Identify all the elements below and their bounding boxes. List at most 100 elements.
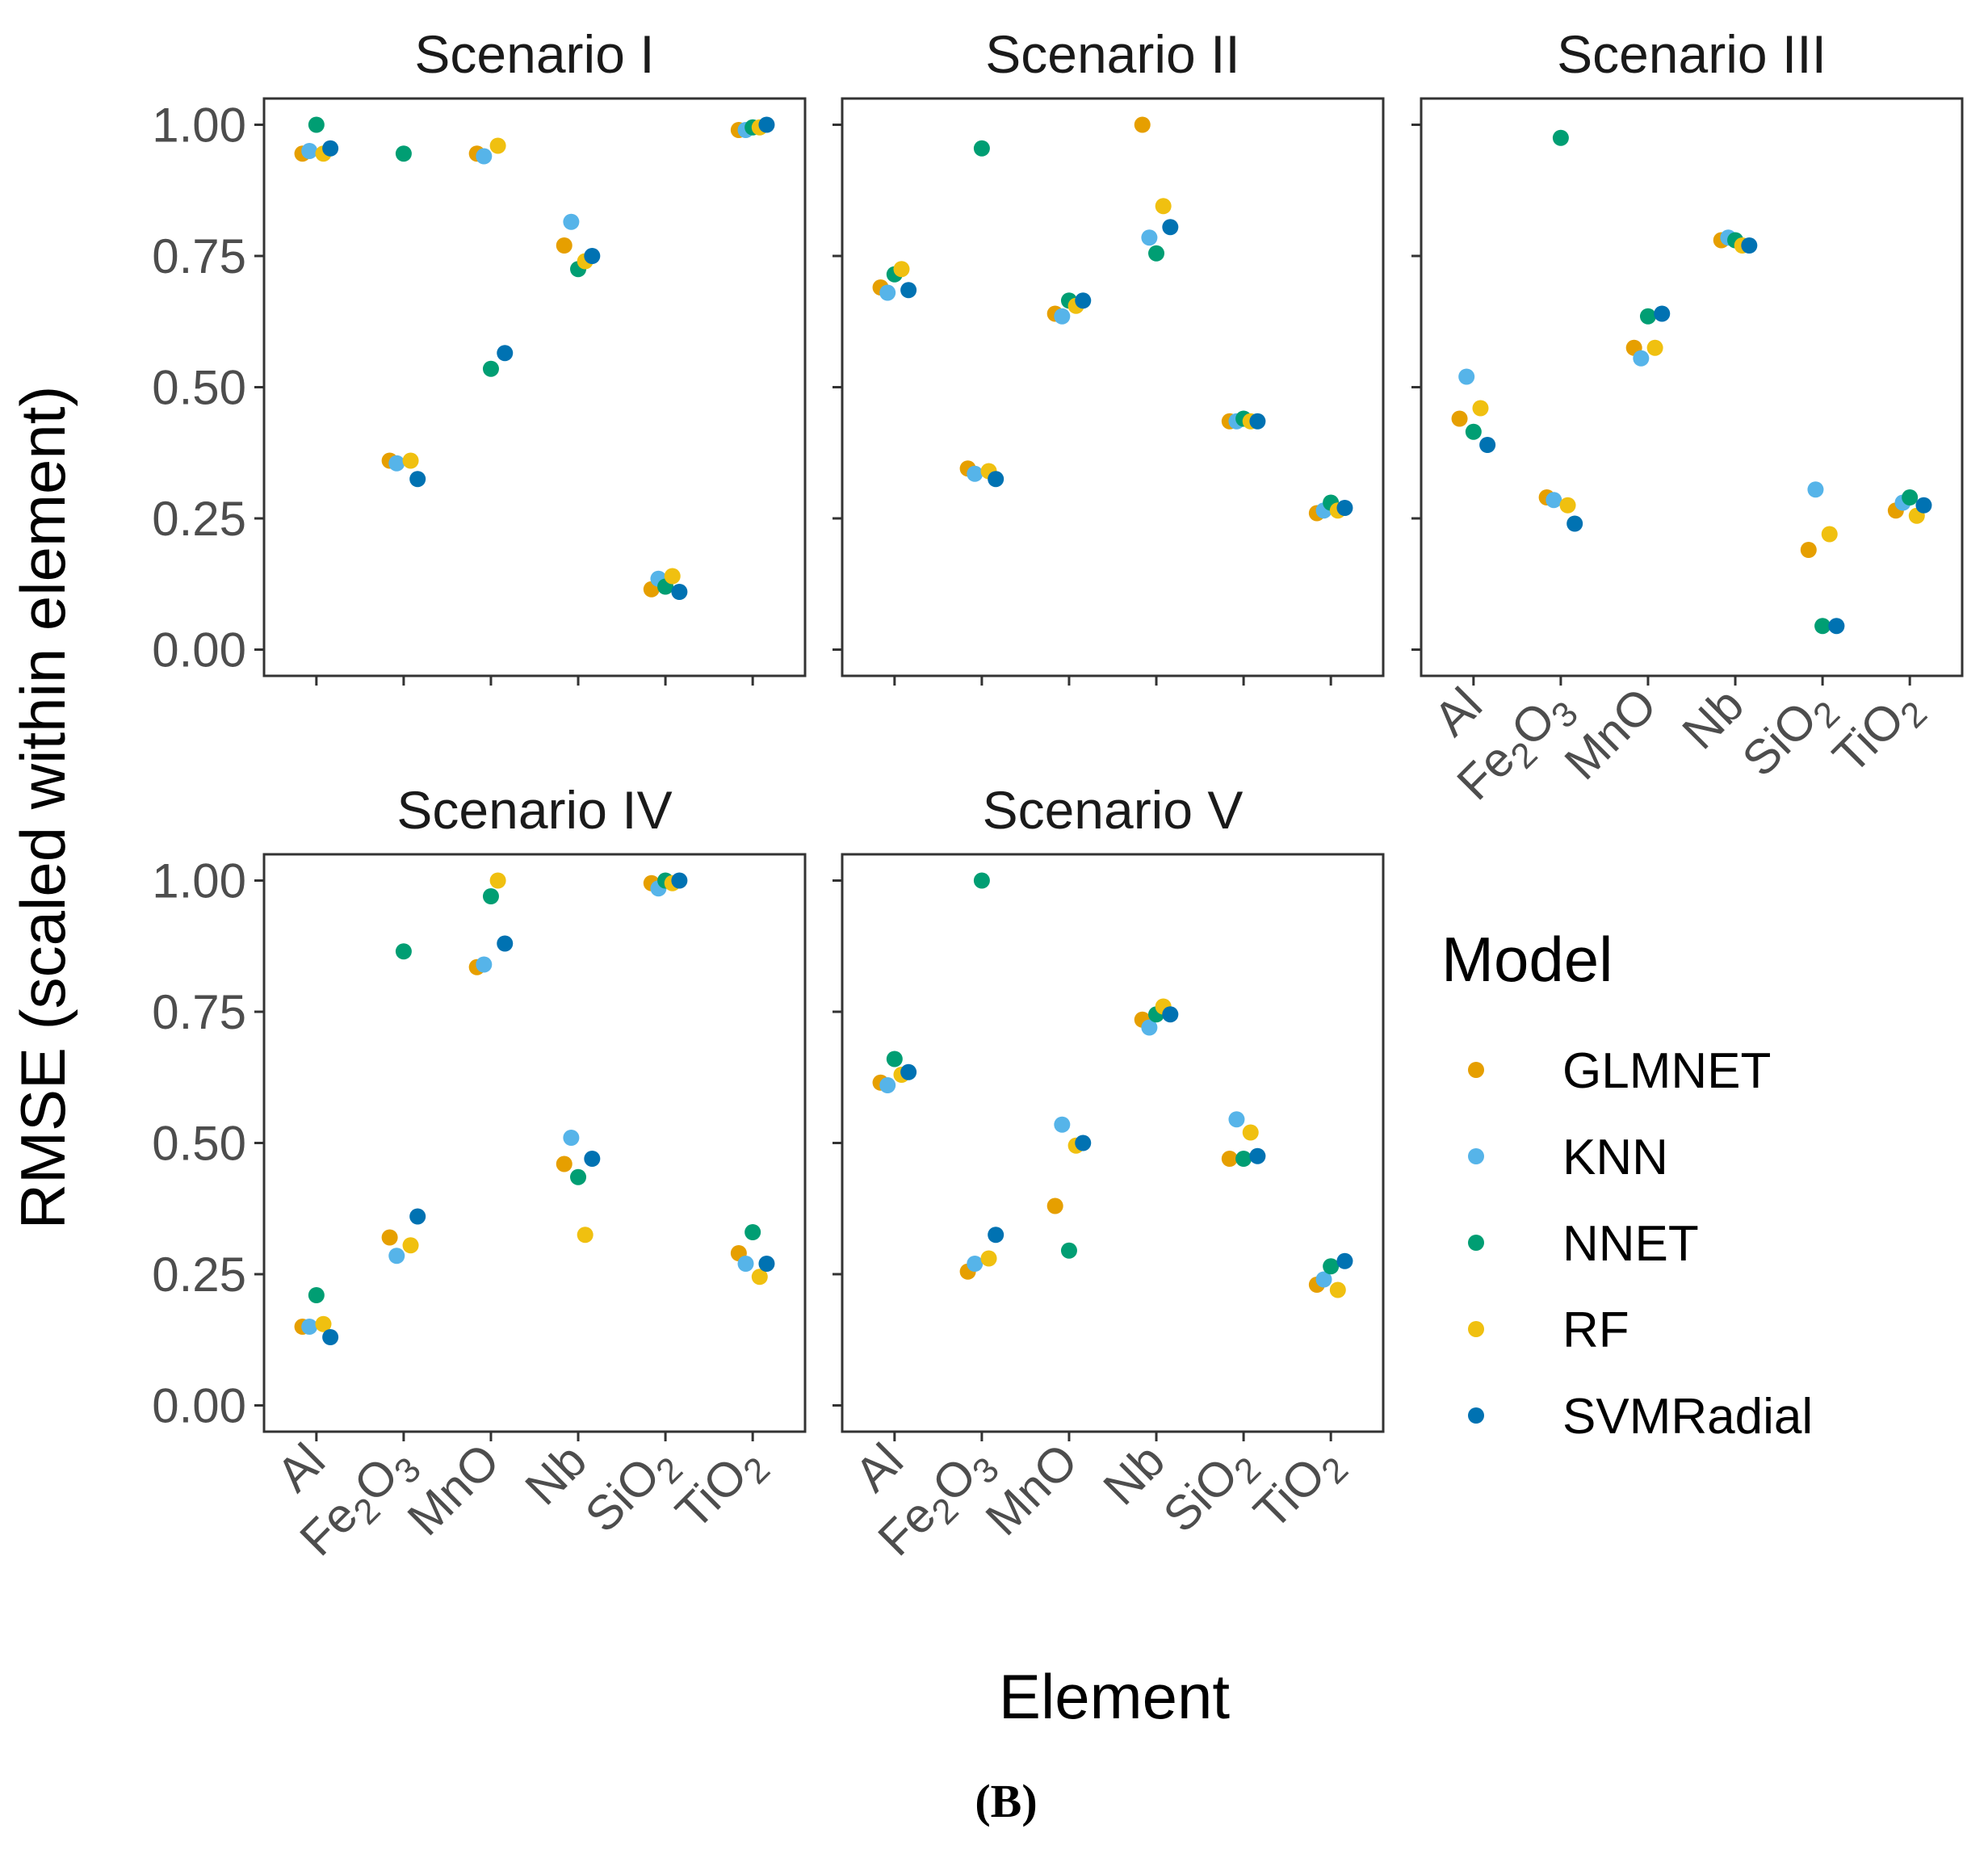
- point-svmradial-2: [409, 1208, 426, 1225]
- y-tick-label: 0.25: [152, 1248, 246, 1302]
- panel-title: Scenario II: [985, 24, 1240, 84]
- point-svmradial-4: [584, 248, 601, 264]
- point-knn-1: [301, 1319, 318, 1335]
- point-nnet-3: [1639, 308, 1656, 325]
- legend-label-nnet: NNET: [1562, 1216, 1699, 1272]
- point-knn-1: [879, 1077, 896, 1093]
- point-nnet-2: [973, 872, 990, 889]
- legend: Model GLMNET KNN NNET RF SVMRadial: [1441, 924, 1813, 1445]
- panel-frame: [841, 853, 1385, 1433]
- point-nnet-2: [1552, 129, 1569, 146]
- point-svmradial-4: [1162, 1006, 1179, 1023]
- point-svmradial-4: [1162, 219, 1179, 236]
- x-tick-text: MnO: [1554, 677, 1667, 790]
- x-tick-label: SiO2: [575, 1433, 690, 1549]
- point-nnet-2: [973, 140, 990, 157]
- panel-title: Scenario III: [1557, 24, 1827, 84]
- point-glmnet-4: [1134, 116, 1151, 133]
- point-svmradial-1: [322, 1329, 339, 1345]
- panel-title: Scenario I: [414, 24, 654, 84]
- legend-key-svmradial: [1468, 1407, 1484, 1424]
- point-rf-4: [577, 1227, 593, 1244]
- point-rf-2: [402, 1237, 419, 1254]
- y-tick-label: 0.00: [152, 1379, 246, 1433]
- point-knn-3: [1054, 1116, 1071, 1133]
- y-axis-title: RMSE (scaled within element): [7, 386, 78, 1230]
- point-knn-2: [967, 465, 984, 482]
- point-rf-6: [751, 1269, 768, 1286]
- x-tick-label: MnO: [975, 1433, 1088, 1546]
- point-knn-2: [1546, 492, 1562, 509]
- legend-key-rf: [1468, 1321, 1484, 1337]
- x-tick-label: MnO: [397, 1433, 510, 1546]
- point-glmnet-1: [1451, 410, 1468, 427]
- point-svmradial-6: [758, 116, 775, 133]
- point-rf-3: [1646, 339, 1663, 356]
- figure-caption: (B): [975, 1775, 1037, 1827]
- x-tick-label: SiO2: [1153, 1433, 1269, 1549]
- legend-label-svmradial: SVMRadial: [1562, 1389, 1813, 1445]
- point-glmnet-5: [1221, 1151, 1238, 1167]
- point-knn-5: [1228, 1111, 1245, 1128]
- x-tick-label: TiO2: [1822, 677, 1935, 790]
- point-knn-3: [476, 148, 493, 165]
- point-nnet-6: [1323, 1258, 1340, 1275]
- point-rf-2: [402, 452, 419, 469]
- point-knn-4: [1141, 229, 1158, 246]
- y-tick-label: 0.50: [152, 361, 246, 415]
- point-knn-6: [737, 1256, 754, 1272]
- point-knn-4: [563, 213, 580, 230]
- point-svmradial-6: [1336, 1252, 1353, 1269]
- point-svmradial-4: [584, 1151, 601, 1167]
- panel-frame: [1420, 97, 1964, 677]
- point-svmradial-1: [322, 140, 339, 157]
- point-svmradial-3: [497, 935, 514, 952]
- y-tick-label: 0.75: [152, 229, 246, 283]
- y-tick-label: 1.00: [152, 854, 246, 908]
- point-nnet-6: [744, 1224, 761, 1240]
- point-knn-1: [301, 143, 318, 159]
- point-svmradial-3: [497, 345, 514, 362]
- point-knn-2: [967, 1256, 984, 1272]
- point-svmradial-3: [1075, 292, 1092, 309]
- point-knn-2: [388, 455, 405, 472]
- point-rf-3: [489, 137, 506, 154]
- y-tick-label: 0.75: [152, 985, 246, 1039]
- panel-frame: [262, 97, 807, 677]
- point-svmradial-1: [900, 282, 917, 299]
- point-nnet-2: [395, 145, 412, 162]
- x-tick-label: MnO: [1554, 677, 1667, 790]
- point-rf-2: [980, 1250, 997, 1267]
- point-svmradial-6: [1915, 497, 1932, 514]
- point-nnet-4: [1148, 245, 1165, 262]
- point-svmradial-4: [1741, 237, 1758, 254]
- point-rf-5: [1242, 1124, 1259, 1141]
- point-rf-1: [1472, 400, 1489, 417]
- point-knn-3: [476, 956, 493, 973]
- point-nnet-1: [308, 1287, 325, 1303]
- point-nnet-5: [1814, 618, 1831, 635]
- point-rf-3: [489, 872, 506, 889]
- legend-key-nnet: [1468, 1235, 1484, 1251]
- point-svmradial-5: [1828, 618, 1845, 635]
- point-svmradial-6: [1336, 500, 1353, 516]
- point-glmnet-4: [556, 1155, 572, 1172]
- point-rf-1: [315, 1315, 332, 1332]
- point-glmnet-5: [1800, 542, 1817, 558]
- x-tick-label: TiO2: [665, 1433, 778, 1546]
- point-knn-5: [1807, 481, 1824, 498]
- point-svmradial-5: [671, 872, 688, 889]
- legend-key-knn: [1468, 1148, 1484, 1164]
- point-svmradial-5: [671, 584, 688, 600]
- panel-1: Scenario I 0.00 0.25 0.50 0.75 1.00: [152, 24, 807, 686]
- point-svmradial-6: [758, 1256, 775, 1272]
- panel-frame: [841, 97, 1385, 677]
- point-knn-3: [1633, 350, 1650, 367]
- point-nnet-3: [1060, 1242, 1077, 1259]
- x-tick-label: SiO2: [1732, 677, 1847, 793]
- panel-2: Scenario II: [833, 24, 1385, 686]
